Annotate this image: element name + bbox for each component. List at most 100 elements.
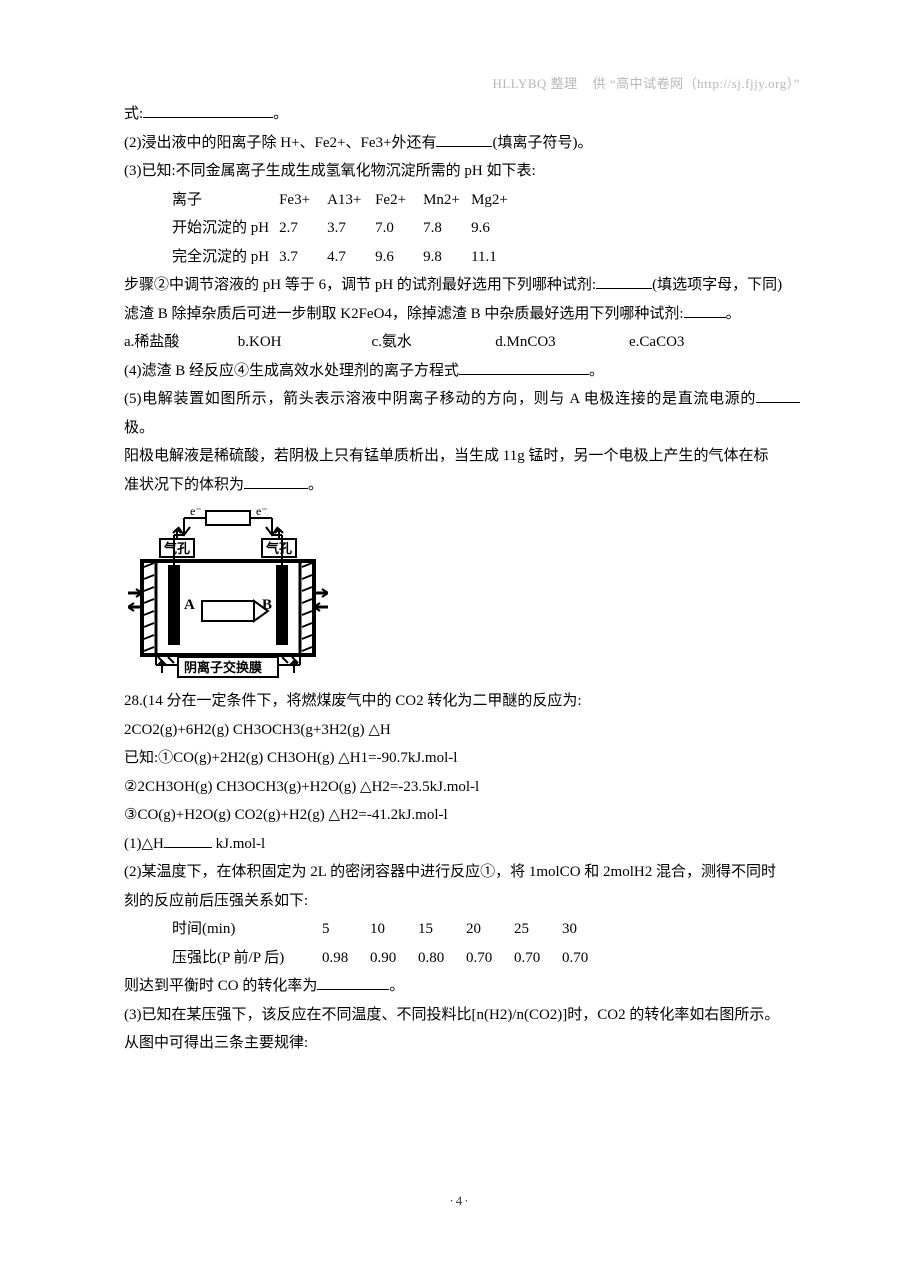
text: 式: [124,106,143,122]
blank [317,974,389,990]
credit-mid: 供 “高中试卷网（ [593,76,698,91]
blank [143,102,273,118]
cell: 0.90 [370,944,418,973]
cell: 压强比(P 前/P 后) [172,944,322,973]
text: (2)某温度下，在体积固定为 2L 的密闭容器中进行反应①，将 1molCO 和… [124,864,776,880]
blank [436,131,492,147]
cell: 2.7 [279,214,327,243]
q28-line4: ②2CH3OH(g) CH3OCH3(g)+H2O(g) △H2=-23.5kJ… [124,773,800,802]
text: 2CO2(g)+6H2(g) CH3OCH3(g+3H2(g) △H [124,722,391,738]
text: 。 [308,477,323,493]
cell: 7.8 [423,214,471,243]
gas-right-label: 气孔 [266,541,292,556]
cell: 10 [370,915,418,944]
q27-line6: (4)滤渣 B 经反应④生成高效水处理剂的离子方程式。 [124,357,800,386]
cell: Mn2+ [423,186,471,215]
cell: Fe2+ [375,186,423,215]
cell: 11.1 [471,243,519,272]
text: (3)已知在某压强下，该反应在不同温度、不同投料比[n(H2)/n(CO2)]时… [124,1007,779,1023]
cell: 5 [322,915,370,944]
label-a: A [184,597,195,613]
credit-prefix: HLLYBQ 整理 [492,76,577,91]
cell: 0.70 [562,944,610,973]
cell: 15 [418,915,466,944]
page-number: ·4· [449,1193,470,1208]
gas-left-label: 气孔 [164,541,190,556]
cell: 0.70 [514,944,562,973]
text: (5)电解装置如图所示，箭头表示溶液中阴离子移动的方向，则与 A 电极连接的是直… [124,391,756,407]
q28-line7: (2)某温度下，在体积固定为 2L 的密闭容器中进行反应①，将 1molCO 和… [124,858,800,887]
cell: 0.80 [418,944,466,973]
cell: 3.7 [327,214,375,243]
text: 滤渣 B 除掉杂质后可进一步制取 K2FeO4，除掉滤渣 B 中杂质最好选用下列… [124,306,684,322]
q27-line3: (3)已知:不同金属离子生成生成氢氧化物沉淀所需的 pH 如下表: [124,157,800,186]
q27-options: a.稀盐酸 b.KOH c.氨水 d.MnCO3 e.CaCO3 [124,328,800,357]
cell: Fe3+ [279,186,327,215]
q27-ph-table: 离子 Fe3+ A13+ Fe2+ Mn2+ Mg2+ 开始沉淀的 pH 2.7… [172,186,800,272]
text: (填离子符号)。 [492,135,592,151]
opt-c: c.氨水 [372,328,492,357]
opt-a: a.稀盐酸 [124,328,234,357]
text: 。 [389,978,404,994]
page-footer: ·4· [0,1189,920,1214]
opt-b: b.KOH [238,328,368,357]
text: 准状况下的体积为 [124,477,244,493]
opt-e: e.CaCO3 [629,328,684,357]
membrane-label: 阴离子交换膜 [184,660,262,675]
q28-line3: 已知:①CO(g)+2H2(g) CH3OH(g) △H1=-90.7kJ.mo… [124,744,800,773]
cell: 9.6 [375,243,423,272]
cell: 离子 [172,186,279,215]
blank [244,473,308,489]
q27-line8: 阳极电解液是稀硫酸，若阴极上只有锰单质析出，当生成 11g 锰时，另一个电极上产… [124,442,800,471]
text: 阳极电解液是稀硫酸，若阴极上只有锰单质析出，当生成 11g 锰时，另一个电极上产… [124,448,768,464]
text: 。 [589,363,604,379]
q28-line5: ③CO(g)+H2O(g) CO2(g)+H2(g) △H2=-41.2kJ.m… [124,801,800,830]
q28-line10: 从图中可得出三条主要规律: [124,1029,800,1058]
cell: Mg2+ [471,186,519,215]
table-row: 时间(min) 5 10 15 20 25 30 [172,915,610,944]
cell: 7.0 [375,214,423,243]
blank [756,387,800,403]
blank [459,359,589,375]
q27-line2: (2)浸出液中的阳离子除 H+、Fe2+、Fe3+外还有 (填离子符号)。 [124,129,800,158]
text: 步骤②中调节溶液的 pH 等于 6，调节 pH 的试剂最好选用下列哪种试剂: [124,277,596,293]
q27-line5: 滤渣 B 除掉杂质后可进一步制取 K2FeO4，除掉滤渣 B 中杂质最好选用下列… [124,300,800,329]
q27-line1: 式: 。 [124,100,800,129]
text: (3)已知:不同金属离子生成生成氢氧化物沉淀所需的 pH 如下表: [124,163,536,179]
table-row: 完全沉淀的 pH 3.7 4.7 9.6 9.8 11.1 [172,243,519,272]
page-header: HLLYBQ 整理 供 “高中试卷网（http://sj.fjjy.org）” [492,72,800,97]
text: 刻的反应前后压强关系如下: [124,893,308,909]
table-row: 开始沉淀的 pH 2.7 3.7 7.0 7.8 9.6 [172,214,519,243]
table-row: 离子 Fe3+ A13+ Fe2+ Mn2+ Mg2+ [172,186,519,215]
table-row: 压强比(P 前/P 后) 0.98 0.90 0.80 0.70 0.70 0.… [172,944,610,973]
cell: 9.6 [471,214,519,243]
opt-d: d.MnCO3 [495,328,625,357]
cell: 9.8 [423,243,471,272]
text: (填选项字母，下同) [652,277,782,293]
cell: 3.7 [279,243,327,272]
text: ③CO(g)+H2O(g) CO2(g)+H2(g) △H2=-41.2kJ.m… [124,807,448,823]
cell: 开始沉淀的 pH [172,214,279,243]
q28-line6: (1)△H kJ.mol-l [124,830,800,859]
cell: 时间(min) [172,915,322,944]
cell: 0.98 [322,944,370,973]
text: 从图中可得出三条主要规律: [124,1035,308,1051]
text: 已知:①CO(g)+2H2(g) CH3OH(g) △H1=-90.7kJ.mo… [124,750,457,766]
text: (1)△H [124,836,164,852]
text: 极。 [124,420,154,436]
q28-line2: 2CO2(g)+6H2(g) CH3OCH3(g+3H2(g) △H [124,716,800,745]
text: kJ.mol-l [212,836,265,852]
text: 。 [273,106,288,122]
text: (2)浸出液中的阳离子除 H+、Fe2+、Fe3+外还有 [124,135,436,151]
cell: 30 [562,915,610,944]
cell: 完全沉淀的 pH [172,243,279,272]
text: ②2CH3OH(g) CH3OCH3(g)+H2O(g) △H2=-23.5kJ… [124,779,479,795]
electrolysis-diagram: e⁻ e⁻ 气孔 气孔 [128,505,800,685]
text: 则达到平衡时 CO 的转化率为 [124,978,317,994]
blank [164,832,212,848]
cell: 4.7 [327,243,375,272]
text: 28.(14 分在一定条件下，将燃煤废气中的 CO2 转化为二甲醚的反应为: [124,693,582,709]
electrode-b [276,565,288,645]
credit-url: http://sj.fjjy.org [697,76,787,91]
q28-pressure-table: 时间(min) 5 10 15 20 25 30 压强比(P 前/P 后) 0.… [172,915,800,972]
